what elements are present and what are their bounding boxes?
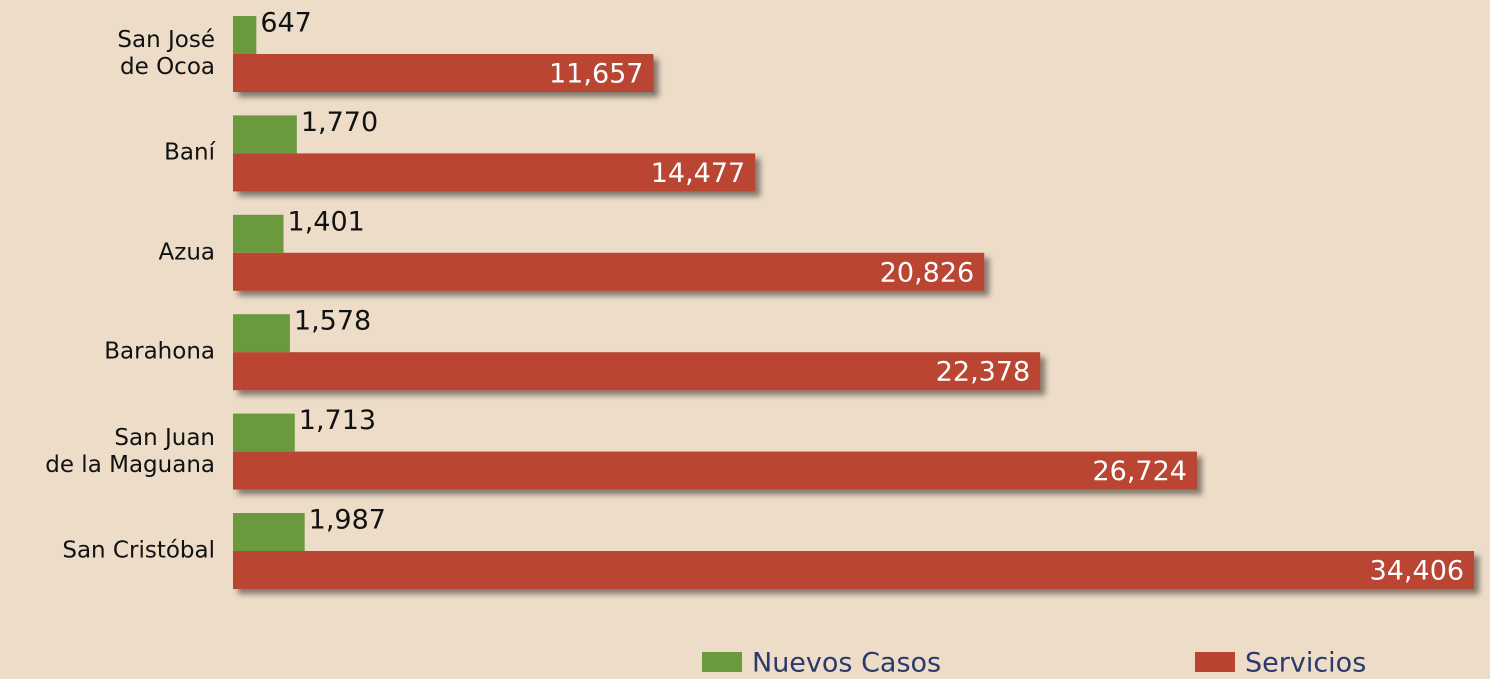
category-label: Baní xyxy=(164,139,215,166)
category-label: Barahona xyxy=(104,338,215,365)
value-label: 1,401 xyxy=(288,206,365,237)
value-label: 34,406 xyxy=(1370,556,1464,587)
category-label: San Cristóbal xyxy=(62,537,215,564)
value-label: 14,477 xyxy=(651,158,745,189)
legend-label: Servicios xyxy=(1245,648,1366,679)
value-label: 22,378 xyxy=(936,357,1030,388)
value-label: 1,770 xyxy=(301,107,378,138)
value-label: 11,657 xyxy=(549,59,643,90)
bar xyxy=(233,513,305,551)
bar xyxy=(233,214,284,253)
legend-swatch xyxy=(1195,652,1235,672)
bar xyxy=(233,451,1197,490)
bar xyxy=(233,551,1475,589)
bar xyxy=(233,352,1041,391)
value-label: 20,826 xyxy=(880,257,974,288)
bar xyxy=(233,252,985,291)
value-label: 26,724 xyxy=(1092,456,1186,487)
category-label: San Juan de la Maguana xyxy=(45,424,215,478)
bar xyxy=(233,413,295,452)
value-label: 1,713 xyxy=(299,405,376,436)
bar xyxy=(233,314,290,353)
bar xyxy=(233,54,654,92)
legend-label: Nuevos Casos xyxy=(752,648,941,679)
value-label: 1,987 xyxy=(309,505,386,536)
value-label: 647 xyxy=(260,8,312,39)
value-label: 1,578 xyxy=(294,306,371,337)
bar xyxy=(233,16,257,54)
category-label: Azua xyxy=(158,239,215,266)
legend-swatch xyxy=(702,652,742,672)
category-label: San José de Ocoa xyxy=(117,27,215,80)
bar xyxy=(233,153,756,192)
bar xyxy=(233,115,297,154)
